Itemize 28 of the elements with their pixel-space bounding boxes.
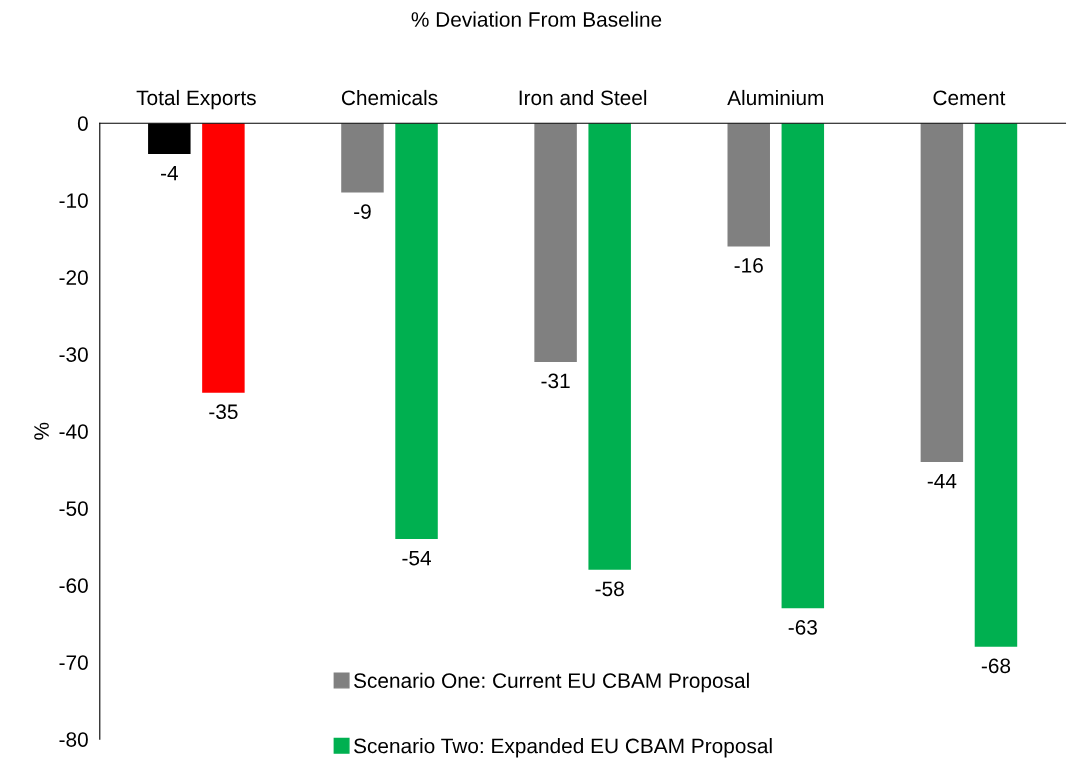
y-tick-label: -70 <box>59 655 88 670</box>
y-tick-label: -50 <box>59 501 88 516</box>
x-tick-label: Aluminium <box>727 89 824 106</box>
y-tick-label: -30 <box>59 347 88 362</box>
data-label: -9 <box>354 204 371 219</box>
x-tick-label: Chemicals <box>341 89 438 106</box>
y-tick-label: -40 <box>59 424 88 439</box>
data-label: -31 <box>541 373 570 389</box>
y-tick-label: 0 <box>77 116 88 131</box>
y-tick-label: -80 <box>59 732 88 747</box>
y-tick-label: -60 <box>59 578 88 593</box>
data-label: -4 <box>160 165 178 181</box>
data-label: -58 <box>595 581 624 597</box>
y-tick-label: -10 <box>59 193 88 208</box>
x-tick-label: Total Exports <box>136 89 256 110</box>
data-label: -54 <box>402 550 431 566</box>
data-label: -68 <box>981 658 1011 674</box>
data-label: -16 <box>734 258 763 273</box>
legend-label: Scenario Two: Expanded EU CBAM Proposal <box>354 737 772 758</box>
y-tick-label: -20 <box>59 270 88 285</box>
data-label: -35 <box>209 404 238 420</box>
data-label: -63 <box>788 619 817 635</box>
x-tick-label: Iron and Steel <box>519 89 647 106</box>
legend-label: Scenario One: Current EU CBAM Proposal <box>354 672 749 693</box>
data-label: -44 <box>927 473 957 489</box>
y-axis-title: % <box>34 422 49 440</box>
chart-title: % Deviation From Baseline <box>411 11 662 27</box>
x-tick-label: Cement <box>933 90 1006 106</box>
